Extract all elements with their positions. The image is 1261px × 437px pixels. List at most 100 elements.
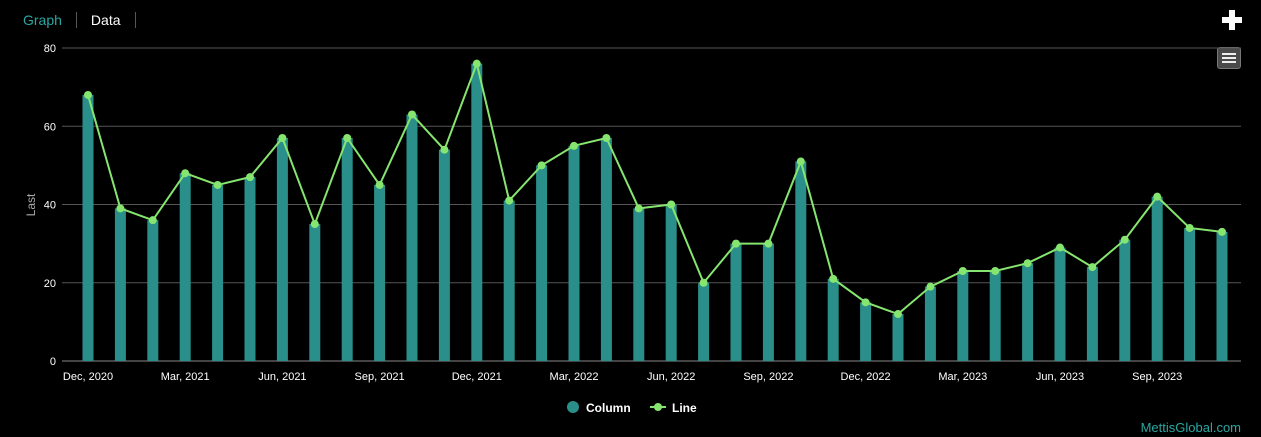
line-point — [634, 204, 643, 213]
line-point — [1218, 227, 1226, 236]
column-bar — [600, 137, 612, 361]
column-bar — [795, 161, 807, 361]
column-bar — [1119, 239, 1131, 361]
x-tick-label: Mar, 2022 — [550, 371, 599, 383]
line-point — [310, 220, 319, 229]
legend-item-line[interactable]: Line — [650, 401, 697, 415]
y-tick-label: 0 — [50, 356, 56, 368]
column-bar — [147, 220, 159, 361]
column-bar — [762, 243, 774, 361]
x-tick-label: Dec, 2020 — [63, 371, 113, 383]
line-point — [472, 59, 481, 68]
column-bar — [1022, 263, 1034, 361]
line-point — [1023, 259, 1032, 268]
line-point — [570, 141, 578, 150]
column-bar — [730, 243, 742, 361]
x-tick-label: Jun, 2021 — [258, 371, 306, 383]
line-point — [343, 133, 352, 142]
line-point — [116, 204, 125, 213]
line-point — [958, 267, 967, 276]
column-bar — [860, 302, 872, 361]
legend: Column Line — [567, 401, 697, 415]
x-tick-label: Sep, 2021 — [355, 371, 405, 383]
line-point — [699, 278, 708, 287]
column-bar — [471, 63, 483, 362]
x-tick-label: Mar, 2023 — [938, 371, 987, 383]
x-tick-label: Jun, 2023 — [1036, 371, 1084, 383]
line-point — [1088, 263, 1097, 272]
line-point — [764, 239, 773, 248]
column-bar — [665, 204, 677, 361]
column-bar — [1054, 247, 1066, 361]
x-tick-label: Sep, 2023 — [1132, 371, 1182, 383]
column-bar — [633, 208, 645, 361]
x-tick-label: Jun, 2022 — [647, 371, 695, 383]
line-series — [84, 59, 1226, 319]
line-point — [732, 239, 740, 248]
hamburger-icon-bar — [1222, 53, 1236, 55]
x-tick-label: Mar, 2021 — [161, 371, 210, 383]
line-point — [1153, 192, 1162, 201]
y-tick-label: 80 — [44, 43, 56, 55]
column-bar — [892, 314, 904, 361]
grid-lines — [62, 47, 1241, 362]
y-tick-label: 20 — [44, 278, 56, 290]
column-bar — [341, 137, 353, 361]
column-bar — [1086, 267, 1098, 361]
column-bar — [179, 173, 191, 361]
line-point — [926, 282, 935, 291]
tab-divider — [75, 12, 77, 28]
line-point — [181, 169, 190, 178]
column-bar — [1151, 196, 1163, 361]
column-bar — [438, 149, 450, 361]
tab-graph[interactable]: Graph — [23, 12, 62, 28]
column-bar — [503, 200, 515, 361]
y-axis-label: Last — [24, 193, 38, 216]
column-bar — [989, 271, 1001, 361]
column-bar — [82, 94, 94, 361]
line-point — [667, 200, 676, 209]
add-icon[interactable] — [1222, 10, 1242, 30]
line-point — [537, 161, 546, 170]
x-tick-label: Dec, 2021 — [452, 371, 502, 383]
tab-data[interactable]: Data — [90, 12, 121, 28]
hamburger-icon-bar — [1222, 57, 1236, 59]
x-tick-label: Dec, 2022 — [841, 371, 891, 383]
legend-marker-column — [567, 401, 579, 413]
tab-divider — [134, 12, 136, 28]
line-point — [894, 310, 902, 319]
legend-label-column: Column — [586, 401, 631, 415]
column-bar — [276, 137, 288, 361]
line-point — [408, 110, 416, 119]
line-point — [861, 298, 870, 307]
line-point — [1185, 223, 1194, 232]
legend-item-column[interactable]: Column — [567, 401, 631, 415]
line-point — [148, 216, 157, 225]
column-bar — [1216, 231, 1228, 361]
column-bar — [827, 278, 839, 361]
line-point — [505, 196, 514, 205]
line-point — [213, 180, 222, 189]
credit-link[interactable]: MettisGlobal.com — [1140, 420, 1241, 435]
column-bar — [212, 184, 224, 361]
line-point — [84, 90, 92, 99]
y-tick-label: 40 — [44, 200, 56, 212]
line-point — [246, 173, 254, 182]
line-point — [829, 274, 838, 283]
column-series — [82, 63, 1228, 362]
column-bar — [406, 114, 418, 361]
hamburger-icon-bar — [1222, 61, 1236, 63]
line-point — [278, 133, 287, 142]
column-bar — [924, 286, 936, 361]
column-bar — [1184, 227, 1196, 361]
column-bar — [957, 271, 969, 361]
legend-label-line: Line — [672, 401, 697, 415]
column-bar — [244, 177, 256, 361]
y-axis: 0 20 40 60 80 — [44, 43, 56, 368]
column-bar — [536, 165, 548, 361]
column-bar — [309, 224, 321, 361]
line-point — [440, 145, 449, 154]
line-point — [1056, 243, 1064, 252]
column-bar — [114, 208, 126, 361]
